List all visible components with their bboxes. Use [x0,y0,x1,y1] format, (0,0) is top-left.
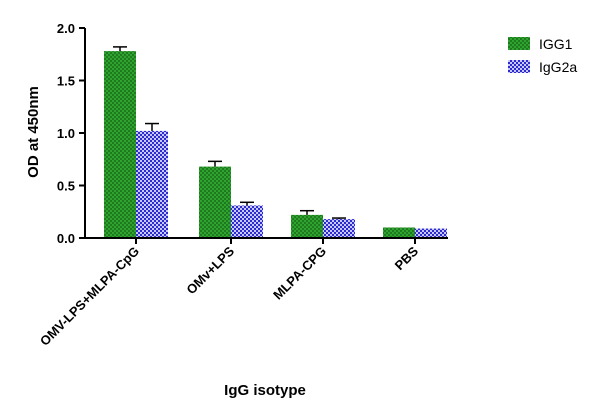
bar-igg2a-2 [323,219,355,238]
bar-igg1-3 [383,227,415,238]
bar-igg1-2 [291,214,323,238]
x-tick-label-1: OMv+LPS [183,243,237,297]
bar-igg2a-3 [415,228,447,238]
x-tick-label-2: MLPA-CPG [270,244,329,303]
bar-igg1-1 [199,166,231,238]
x-ticks-group: OMV-LPS+MLPA-CpG OMv+LPS MLPA-CPG PBS [37,238,421,349]
bar-igg1-0 [104,51,136,238]
bar-igg2a-1 [231,205,263,238]
y-tick-label-2: 1.0 [57,126,75,141]
y-ticks-group: 0.0 0.5 1.0 1.5 2.0 [57,21,85,246]
bars-group [104,51,447,238]
error-bars-group [113,46,346,220]
y-tick-label-0: 0.0 [57,231,75,246]
x-tick-label-0: OMV-LPS+MLPA-CpG [37,244,142,349]
legend-swatch-igg1 [508,37,530,50]
legend-label-igg2a: IgG2a [539,59,577,75]
y-tick-label-1: 0.5 [57,179,75,194]
legend-label-igg1: IGG1 [539,36,573,52]
bar-igg2a-0 [136,130,168,238]
y-tick-label-4: 2.0 [57,21,75,36]
legend: IGG1 IgG2a [508,36,577,75]
y-axis-title: OD at 450nm [25,86,42,178]
x-axis-title: IgG isotype [224,382,306,399]
legend-swatch-igg2a [508,60,530,73]
y-tick-label-3: 1.5 [57,74,75,89]
x-tick-label-3: PBS [392,243,422,273]
